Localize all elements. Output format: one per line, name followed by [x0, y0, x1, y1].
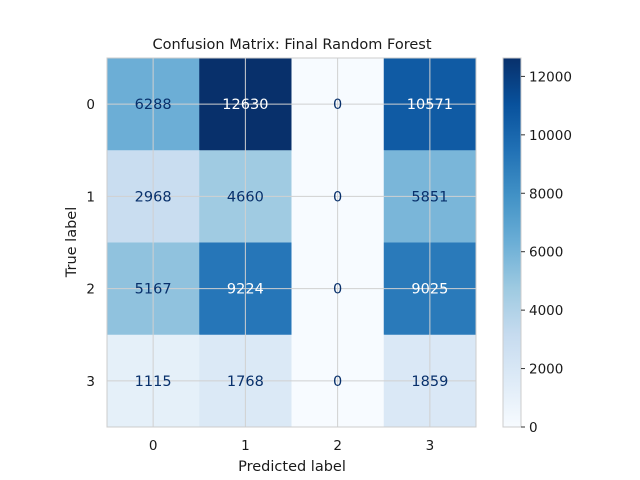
y-tick-label: 0	[86, 97, 95, 113]
cell-value-label: 1859	[411, 374, 448, 390]
colorbar	[502, 57, 522, 428]
grid-lines	[107, 58, 476, 427]
y-tick-label: 1	[86, 189, 95, 205]
cell-value-label: 1115	[135, 374, 172, 390]
colorbar-ticks: 0 2000 4000 6000 8000 10000 12000	[521, 69, 572, 436]
colorbar-tick-label: 4000	[529, 303, 563, 319]
cell-value-label: 5851	[411, 189, 448, 205]
cell-value-label: 9025	[411, 282, 448, 298]
x-tick-label: 3	[426, 438, 435, 454]
x-axis-label: Predicted label	[238, 459, 346, 475]
cell-value-label: 12630	[222, 97, 268, 113]
cell-value-label: 2968	[135, 189, 172, 205]
cell-value-label: 9224	[227, 282, 264, 298]
x-tick-labels: 0 1 2 3	[149, 438, 434, 454]
colorbar-tick-label: 12000	[529, 69, 572, 85]
colorbar-tick-label: 2000	[529, 362, 563, 378]
colorbar-tick-label: 10000	[529, 128, 572, 144]
cell-value-label: 5167	[135, 282, 172, 298]
cell-value-labels: 6288 12630 0 10571 2968 4660 0 5851 5167 9224 0 902…	[135, 97, 453, 390]
x-tick-label: 1	[241, 438, 250, 454]
heatmap-cells	[107, 58, 477, 428]
cell-value-label: 0	[333, 374, 342, 390]
colorbar-tick-label: 6000	[529, 245, 563, 261]
y-axis-label: True label	[64, 207, 80, 278]
colorbar-tick-label: 0	[529, 420, 538, 436]
cell-value-label: 0	[333, 97, 342, 113]
cell-value-label: 0	[333, 189, 342, 205]
y-tick-label: 2	[86, 282, 95, 298]
y-tick-label: 3	[86, 374, 95, 390]
x-tick-label: 2	[333, 438, 342, 454]
plot-frame	[106, 57, 477, 428]
chart-title: Confusion Matrix: Final Random Forest	[152, 37, 431, 53]
cell-value-label: 4660	[227, 189, 264, 205]
y-tick-labels: 0 1 2 3	[86, 97, 95, 390]
colorbar-tick-label: 8000	[529, 186, 563, 202]
cell-value-label: 0	[333, 282, 342, 298]
cell-value-label: 1768	[227, 374, 264, 390]
x-tick-label: 0	[149, 438, 158, 454]
cell-value-label: 10571	[407, 97, 453, 113]
cell-value-label: 6288	[135, 97, 172, 113]
